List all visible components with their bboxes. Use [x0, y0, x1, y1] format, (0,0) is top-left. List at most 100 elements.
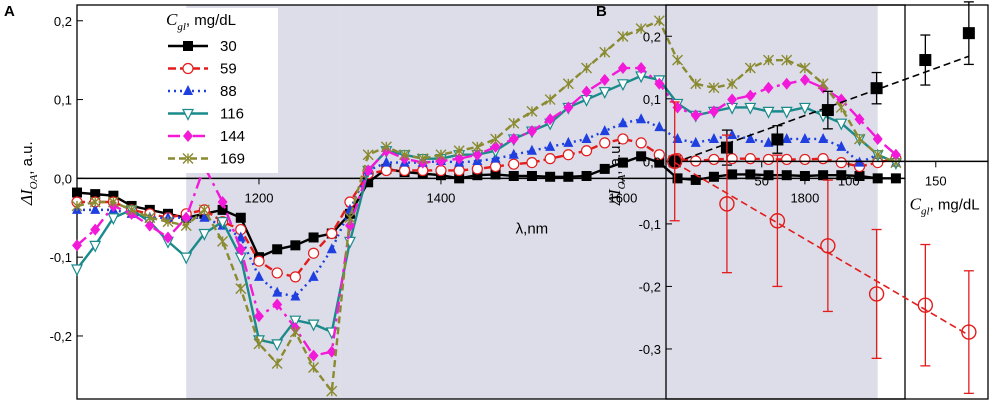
data-point-144: [617, 62, 628, 75]
error-bar-negative: [871, 228, 882, 359]
data-point-30: [708, 171, 719, 182]
data-point-144: [690, 109, 701, 122]
data-point-88: [636, 113, 647, 124]
panel-b-y-label-text-sub: OA: [616, 174, 628, 189]
data-point-116: [307, 319, 320, 332]
data-point-59: [599, 137, 611, 149]
data-point-positive: [919, 54, 932, 67]
series-line-59: [77, 137, 897, 279]
x-tick-label: 50: [754, 173, 768, 188]
panel-b-y-axis-label: ΔIOA, a.u.: [605, 141, 628, 206]
data-point-169: [308, 361, 320, 373]
legend-entry-59: 59: [168, 61, 237, 78]
legend-entry-169: 169: [168, 151, 245, 168]
data-point-positive: [821, 104, 834, 117]
data-point-30: [872, 173, 883, 184]
data-point-30: [654, 157, 665, 168]
data-point-169: [253, 338, 265, 350]
data-point-144: [144, 219, 155, 232]
data-point-144: [508, 132, 519, 145]
panel-b-y-label-text-symbol: ΔI: [605, 188, 624, 206]
data-point-88: [745, 132, 756, 143]
data-point-116: [598, 87, 611, 100]
data-point-144: [235, 243, 246, 256]
data-point-30: [636, 151, 647, 162]
data-point-30: [454, 173, 465, 184]
panel-b-x-label-text: Cgl, mg/dL: [910, 194, 980, 217]
data-point-30: [108, 190, 119, 201]
data-point-59: [835, 157, 847, 169]
data-point-144: [490, 140, 501, 153]
data-point-169: [726, 78, 738, 90]
data-point-116: [289, 315, 302, 328]
data-point-59: [726, 153, 738, 165]
data-point-59: [617, 133, 629, 145]
data-point-144: [599, 73, 610, 86]
legend-entry-88: 88: [168, 83, 237, 100]
data-point-59: [817, 153, 829, 165]
legend-marker: [183, 85, 193, 95]
legend-marker: [182, 62, 194, 75]
data-point-88: [235, 231, 246, 242]
legend-label: 144: [220, 128, 245, 145]
data-point-30: [90, 189, 101, 200]
data-point-88: [90, 203, 101, 214]
data-point-169: [653, 15, 665, 27]
panel-a-y-label-text-symbol: ΔI: [17, 188, 36, 206]
y-tick-label: 0,2: [54, 14, 72, 29]
series-negative: [667, 101, 977, 395]
data-point-144: [308, 349, 319, 362]
data-point-116: [216, 217, 229, 230]
data-point-30: [690, 174, 701, 185]
data-point-144: [90, 223, 101, 236]
data-point-59: [398, 164, 411, 177]
data-point-169: [526, 105, 538, 117]
data-point-169: [599, 46, 611, 58]
series-line-30: [76, 155, 896, 259]
x-tick-label: 1200: [245, 190, 274, 205]
data-point-116: [271, 339, 284, 352]
legend-label: 59: [220, 61, 237, 78]
data-point-144: [763, 81, 774, 94]
data-point-59: [781, 153, 793, 166]
data-point-59: [762, 153, 775, 166]
error-bar-negative: [721, 134, 732, 274]
data-point-169: [344, 212, 356, 224]
data-point-116: [198, 228, 211, 241]
data-point-169: [690, 78, 702, 90]
legend-label: 169: [220, 151, 245, 168]
data-point-negative: [917, 297, 934, 313]
error-bar-negative: [920, 243, 931, 367]
data-point-positive: [962, 27, 975, 40]
data-point-144: [581, 85, 592, 98]
panel-a-series: [71, 15, 902, 397]
data-point-59: [253, 255, 265, 267]
data-point-144: [872, 132, 883, 145]
data-point-88: [308, 270, 319, 281]
panel-a-y-ticks: 0,2 0,1 0,0 -0,1 -0,2: [50, 14, 83, 344]
data-point-116: [835, 118, 848, 131]
data-point-116: [89, 240, 102, 253]
data-point-59: [580, 145, 593, 157]
data-point-30: [727, 169, 738, 180]
data-point-negative: [667, 153, 683, 170]
data-point-88: [381, 156, 392, 167]
data-point-116: [798, 102, 811, 115]
data-point-169: [198, 204, 210, 216]
panel-a-letter: A: [4, 3, 15, 20]
error-bar-negative: [669, 101, 680, 222]
panel-b-x-label-text-unit: , mg/dL: [930, 196, 980, 213]
series-line-144: [76, 66, 897, 358]
panel-b-x-ticks: 50 100 150: [754, 161, 947, 188]
data-point-88: [199, 211, 210, 222]
data-point-30: [745, 169, 756, 180]
data-point-59: [307, 247, 320, 259]
series-144: [72, 62, 901, 362]
data-point-169: [71, 200, 83, 212]
data-point-88: [563, 136, 574, 147]
data-point-144: [799, 73, 810, 86]
data-point-169: [781, 54, 793, 66]
y-tick-label: 0,1: [643, 92, 661, 107]
panel-a-y-axis-label: ΔIOA, a.u.: [17, 141, 40, 206]
legend-title: Cgl, mg/dL: [166, 10, 236, 33]
